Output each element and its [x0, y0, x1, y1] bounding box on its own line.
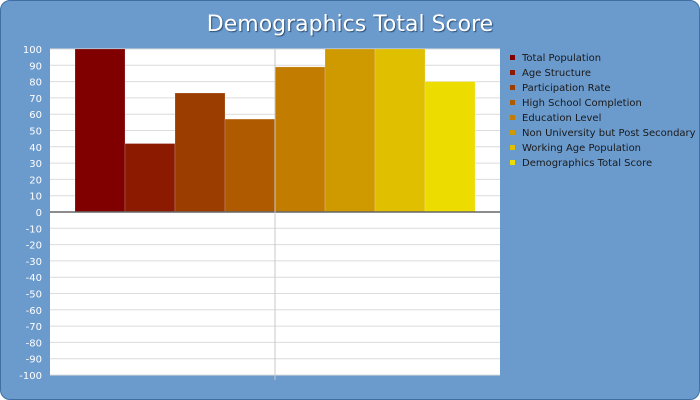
- legend-swatch: [510, 130, 515, 135]
- bar: [74, 48, 126, 213]
- y-tick-label: -70: [26, 322, 42, 333]
- y-tick-label: 90: [29, 61, 42, 72]
- y-tick-label: 50: [29, 127, 42, 138]
- bar: [274, 66, 326, 213]
- y-tick-label: -90: [26, 355, 42, 366]
- y-tick-label: 0: [36, 208, 42, 219]
- legend-label: Participation Rate: [522, 83, 611, 94]
- y-tick-label: -40: [26, 273, 42, 284]
- y-tick-label: 20: [29, 175, 42, 186]
- y-tick-label: 30: [29, 159, 42, 170]
- legend-label: Age Structure: [522, 68, 591, 79]
- bar: [374, 48, 426, 213]
- y-tick-label: 40: [29, 143, 42, 154]
- y-tick-label: 100: [23, 45, 42, 56]
- legend-swatch: [510, 160, 515, 165]
- legend-box: [505, 49, 693, 174]
- legend-label: Education Level: [522, 113, 601, 124]
- chart-title: Demographics Total Score: [206, 12, 494, 37]
- legend-label: High School Completion: [522, 98, 642, 109]
- y-tick-label: -100: [19, 371, 42, 382]
- y-tick-label: 60: [29, 110, 42, 121]
- y-tick-label: -20: [26, 241, 42, 252]
- legend-swatch: [510, 85, 515, 90]
- y-tick-label: 80: [29, 78, 42, 89]
- legend-label: Total Population: [521, 53, 601, 64]
- bars: [74, 48, 476, 213]
- legend-swatch: [510, 145, 515, 150]
- legend-label: Non University but Post Secondary: [522, 128, 696, 139]
- legend-swatch: [510, 70, 515, 75]
- y-tick-label: -10: [26, 224, 42, 235]
- y-tick-label: 70: [29, 94, 42, 105]
- legend-swatch: [510, 115, 515, 120]
- bar: [124, 143, 176, 213]
- legend-swatch: [510, 100, 515, 105]
- y-tick-label: 10: [29, 192, 42, 203]
- legend: Total Population Age Structure Participati…: [510, 53, 696, 169]
- y-tick-label: -60: [26, 306, 42, 317]
- y-axis-tick-labels: -100-90-80-70-60-50-40-30-20-10010203040…: [19, 45, 42, 382]
- legend-swatch: [510, 55, 515, 60]
- legend-label: Working Age Population: [522, 143, 641, 154]
- bar: [224, 118, 276, 213]
- bar: [424, 81, 476, 213]
- y-tick-label: -30: [26, 257, 42, 268]
- y-tick-label: -80: [26, 338, 42, 349]
- legend-label: Demographics Total Score: [522, 158, 652, 169]
- bar: [174, 92, 226, 213]
- bar: [324, 48, 376, 213]
- y-tick-label: -50: [26, 290, 42, 301]
